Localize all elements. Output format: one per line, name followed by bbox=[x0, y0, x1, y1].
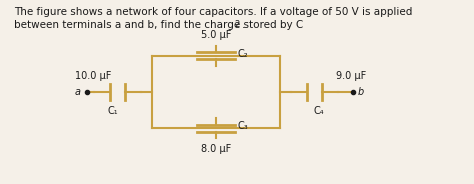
Text: b: b bbox=[357, 87, 364, 97]
Text: 2: 2 bbox=[234, 20, 239, 29]
Text: 8.0 μF: 8.0 μF bbox=[201, 144, 231, 154]
Text: C₂: C₂ bbox=[237, 49, 248, 59]
Text: 5.0 μF: 5.0 μF bbox=[201, 30, 231, 40]
Text: C₄: C₄ bbox=[314, 106, 324, 116]
Text: C₁: C₁ bbox=[108, 106, 118, 116]
Text: .: . bbox=[242, 20, 245, 29]
Text: between terminals a and b, find the charge stored by C: between terminals a and b, find the char… bbox=[14, 20, 303, 29]
Text: 10.0 μF: 10.0 μF bbox=[75, 71, 112, 81]
Text: C₃: C₃ bbox=[237, 121, 248, 131]
Text: 9.0 μF: 9.0 μF bbox=[336, 71, 366, 81]
Text: a: a bbox=[75, 87, 81, 97]
Text: The figure shows a network of four capacitors. If a voltage of 50 V is applied: The figure shows a network of four capac… bbox=[14, 7, 413, 17]
